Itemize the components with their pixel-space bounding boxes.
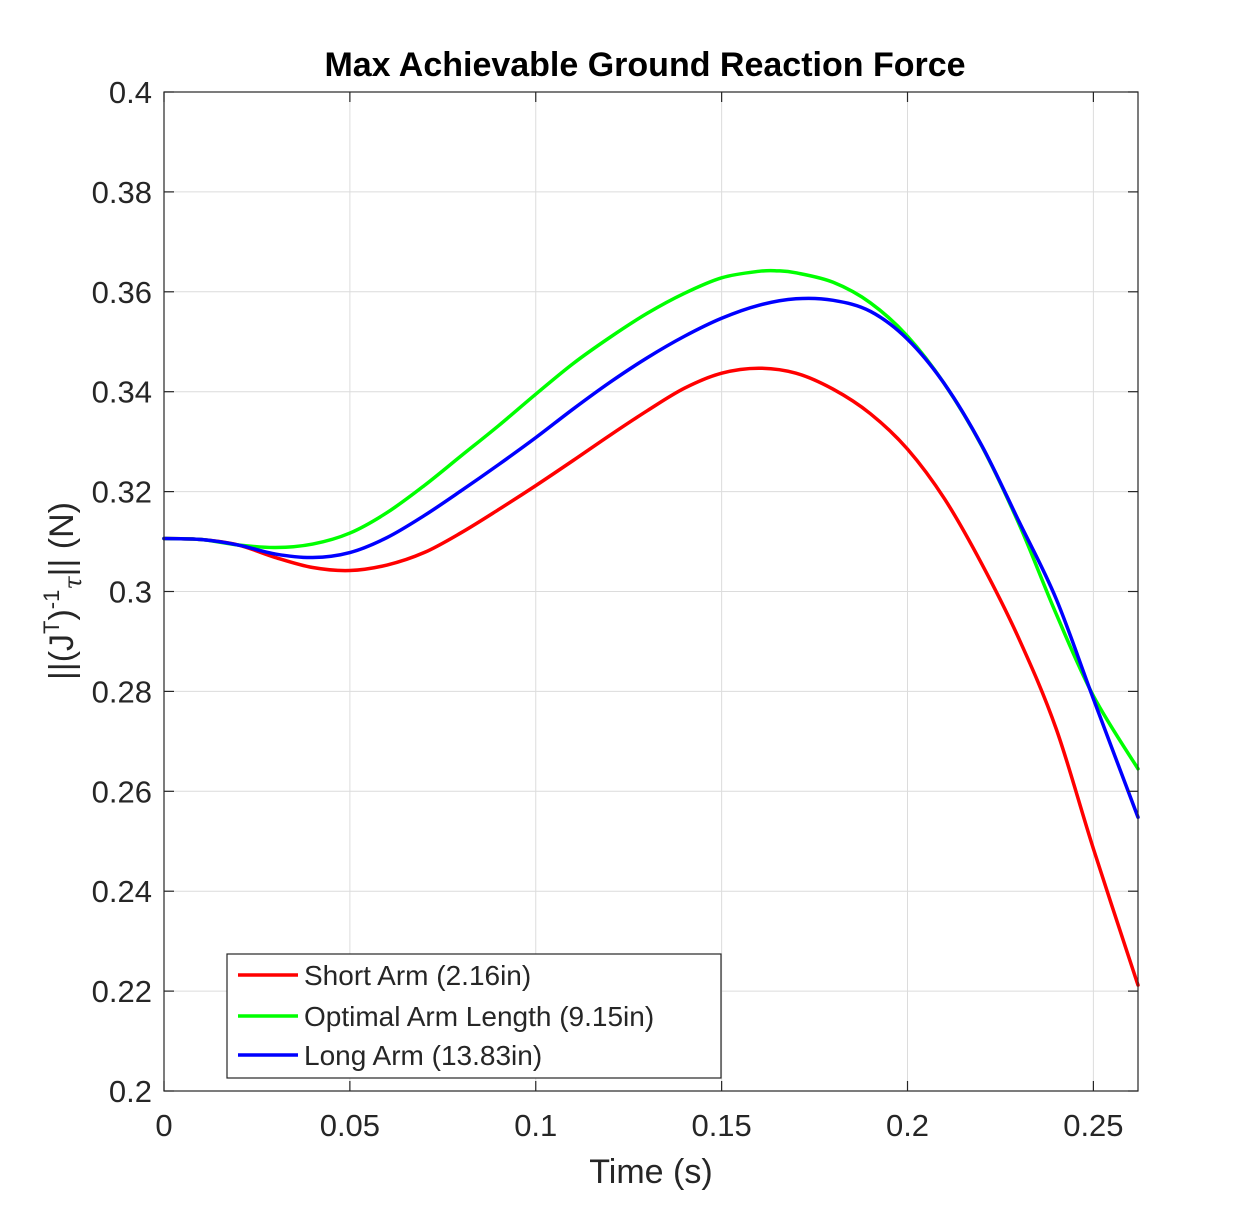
x-tick-label: 0.1 — [514, 1108, 557, 1143]
y-tick-label: 0.24 — [92, 874, 152, 909]
axis-ticks: 0 0.05 0.1 0.15 0.2 0.25 0.2 0.22 0.24 0.26 0.28 0.… — [92, 75, 1138, 1143]
y-tick-label: 0.34 — [92, 375, 152, 410]
legend: Short Arm (2.16in) Optimal Arm Length (9… — [226, 953, 722, 1079]
y-label-sub-tau: τ — [59, 576, 87, 590]
y-label-part-pre: ||(J — [43, 634, 81, 680]
y-tick-label: 0.2 — [109, 1074, 152, 1109]
y-label-part-mid: ) — [43, 609, 81, 620]
legend-box — [226, 953, 722, 1079]
y-tick-label: 0.38 — [92, 175, 152, 210]
x-axis-label: Time (s) — [589, 1153, 712, 1191]
y-tick-label: 0.22 — [92, 974, 152, 1009]
x-tick-label: 0.15 — [691, 1108, 751, 1143]
series-lines — [162, 268, 1140, 987]
y-tick-label: 0.36 — [92, 275, 152, 310]
y-label-sup-inverse: -1 — [39, 590, 64, 610]
legend-label-optimal-arm: Optimal Arm Length (9.15in) — [304, 1001, 654, 1032]
chart-title: Max Achievable Ground Reaction Force — [324, 46, 965, 84]
y-label-part-post: || (N) — [43, 502, 81, 576]
x-tick-label: 0.05 — [320, 1108, 380, 1143]
legend-label-short-arm: Short Arm (2.16in) — [304, 960, 531, 991]
y-tick-label: 0.3 — [109, 575, 152, 610]
y-tick-label: 0.28 — [92, 674, 152, 709]
y-tick-label: 0.4 — [109, 75, 152, 110]
y-tick-label: 0.32 — [92, 475, 152, 510]
y-axis-label: ||(JT)-1τ|| (N) — [39, 502, 87, 680]
series-line-short-arm — [162, 366, 1140, 987]
y-label-sup-transpose: T — [39, 621, 64, 634]
series-line-long-arm — [162, 296, 1140, 820]
y-tick-label: 0.26 — [92, 774, 152, 809]
x-tick-label: 0.2 — [886, 1108, 929, 1143]
legend-label-long-arm: Long Arm (13.83in) — [304, 1040, 542, 1071]
x-tick-label: 0.25 — [1063, 1108, 1123, 1143]
x-tick-label: 0 — [155, 1108, 172, 1143]
